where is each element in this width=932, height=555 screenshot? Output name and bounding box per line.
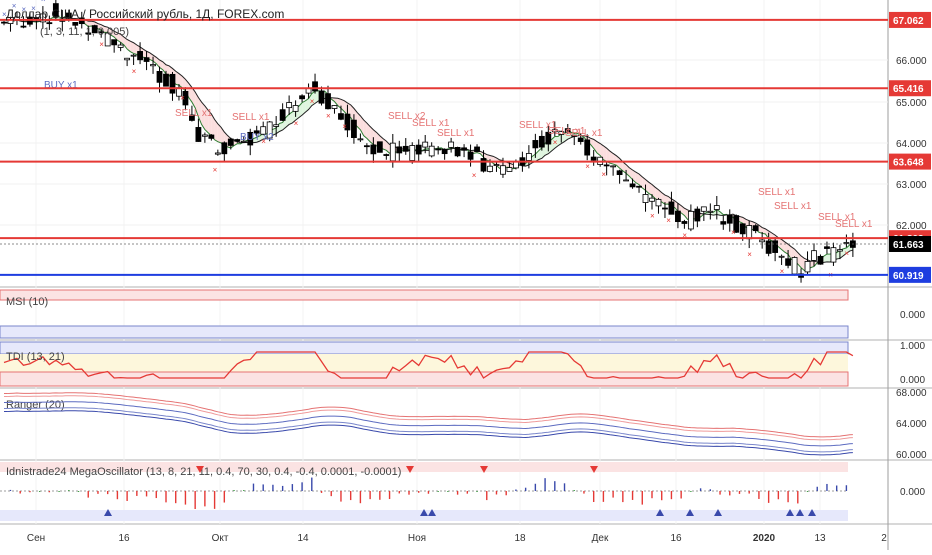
price-badge-text: 63.648	[893, 158, 924, 169]
sell-signal: SELL x1	[758, 187, 796, 198]
time-label-sep: Сен	[27, 533, 45, 544]
ranger-label: Ranger (20)	[6, 399, 65, 411]
svg-text:×: ×	[747, 250, 752, 259]
tdi-tick-0: 0.000	[900, 375, 925, 386]
sell-signal: SELL x1	[774, 201, 812, 212]
indicator-params: (1, 3, 11, 1, 0.005)	[40, 26, 129, 38]
time-label-noya: Ноя	[408, 533, 426, 544]
svg-text:×: ×	[342, 122, 347, 131]
price-tick-63: 63.000	[896, 180, 927, 191]
svg-text:×: ×	[180, 94, 185, 103]
price-tick-64: 64.000	[896, 139, 927, 150]
msi-lower-zone	[0, 326, 848, 338]
time-label-dek: Дек	[592, 533, 609, 544]
svg-text:×: ×	[472, 171, 477, 180]
svg-text:×: ×	[601, 170, 606, 179]
grid	[0, 0, 888, 524]
tdi-upper-zone	[0, 342, 848, 354]
mega-tick-0: 0.000	[900, 487, 925, 498]
svg-text:×: ×	[132, 67, 137, 76]
sell-signal: SELL x1	[565, 128, 603, 139]
time-label-14: 14	[297, 533, 309, 544]
time-label-13: 13	[814, 533, 826, 544]
svg-text:×: ×	[294, 119, 299, 128]
time-label-2: 2	[881, 533, 887, 544]
price-tick-66: 66.000	[896, 56, 927, 67]
sell-signal: SELL x1	[175, 108, 213, 119]
svg-text:×: ×	[585, 162, 590, 171]
tdi-tick-1: 1.000	[900, 341, 925, 352]
sell-signal: SELL x1	[835, 219, 873, 230]
svg-text:×: ×	[844, 249, 849, 258]
tdi-panel: TDI (13, 21)	[0, 342, 853, 386]
msi-upper-zone	[0, 290, 848, 300]
svg-text:×: ×	[41, 0, 46, 4]
buy-signal: BUY x2	[240, 132, 274, 143]
ranger-tick-68: 68.000	[896, 388, 927, 399]
buy-signal: BUY x1	[44, 80, 78, 91]
msi-panel: MSI (10)	[0, 290, 848, 338]
ranger-tick-64: 64.000	[896, 419, 927, 430]
mega-panel: Idnistrade24 MegaOscillator (13, 8, 21, …	[0, 462, 848, 521]
msi-tick-0: 0.000	[900, 310, 925, 321]
chart-title: Доллар США / Российский рубль, 1Д, FOREX…	[6, 7, 284, 21]
time-label-2020: 2020	[753, 533, 776, 544]
ranger-tick-60: 60.000	[896, 450, 927, 461]
price-tick-65: 65.000	[896, 98, 927, 109]
time-label-16b: 16	[670, 533, 682, 544]
price-badge-text: 60.919	[893, 271, 924, 282]
svg-text:×: ×	[731, 228, 736, 237]
svg-text:×: ×	[99, 40, 104, 49]
svg-text:×: ×	[666, 216, 671, 225]
svg-text:×: ×	[326, 111, 331, 120]
time-label-okt: Окт	[212, 533, 229, 544]
sell-signal: SELL x1	[232, 112, 270, 123]
sell-signal: SELL x1	[437, 128, 475, 139]
tdi-label: TDI (13, 21)	[6, 351, 65, 363]
svg-text:×: ×	[213, 165, 218, 174]
price-badge-text: 65.416	[893, 84, 924, 95]
svg-text:×: ×	[553, 138, 558, 147]
msi-label: MSI (10)	[6, 296, 48, 308]
time-label-18: 18	[514, 533, 526, 544]
svg-text:×: ×	[261, 137, 266, 146]
time-label-16: 16	[118, 533, 130, 544]
svg-text:×: ×	[310, 97, 315, 106]
mega-label: Idnistrade24 MegaOscillator (13, 8, 21, …	[6, 466, 401, 478]
time-axis[interactable]: Сен 16 Окт 14 Ноя 18 Дек 16 2020 13 2	[27, 533, 887, 544]
svg-text:×: ×	[650, 211, 655, 220]
price-badge-text: 61.663	[893, 240, 924, 251]
tdi-lower-zone	[0, 372, 848, 386]
ranger-panel: Ranger (20)	[4, 393, 853, 455]
price-badge-text: 67.062	[893, 16, 924, 27]
